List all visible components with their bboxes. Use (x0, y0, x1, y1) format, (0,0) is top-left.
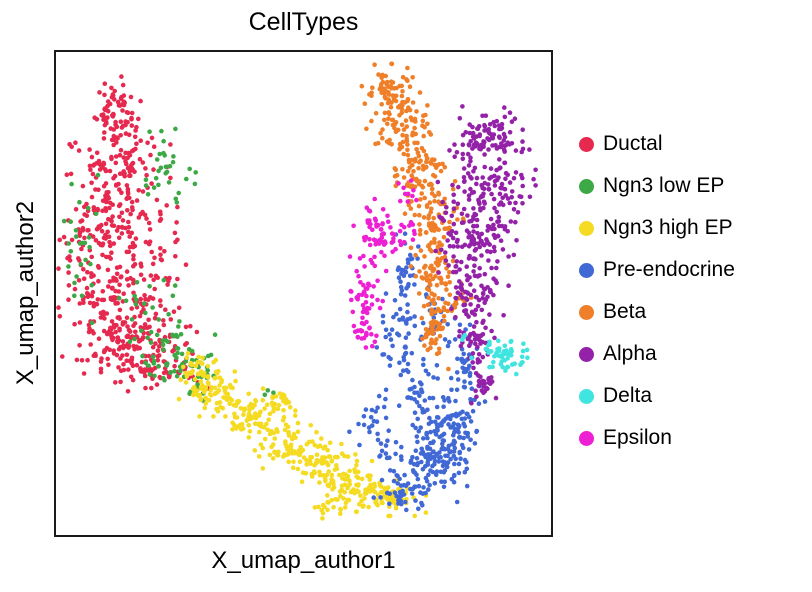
legend-dot (579, 136, 594, 152)
y-axis-label: X_umap_author2 (12, 200, 39, 386)
legend-label: Ductal (603, 132, 663, 155)
legend-label: Ngn3 high EP (603, 216, 733, 239)
x-axis-label: X_umap_author1 (211, 547, 396, 574)
legend-dot (579, 304, 594, 320)
legend-label: Pre-endocrine (603, 258, 735, 281)
plot-frame (54, 50, 553, 537)
legend-label: Beta (603, 300, 647, 323)
legend-dot (579, 346, 594, 362)
legend-dot (579, 178, 594, 194)
legend-item: Beta (579, 291, 735, 333)
legend-label: Ngn3 low EP (603, 174, 725, 197)
legend-label: Delta (603, 384, 653, 407)
legend-label: Epsilon (603, 426, 672, 449)
legend-item: Ngn3 low EP (579, 165, 735, 207)
legend-item: Epsilon (579, 417, 735, 459)
legend-dot (579, 262, 594, 278)
legend-item: Pre-endocrine (579, 249, 735, 291)
legend-label: Alpha (603, 342, 657, 365)
legend: Ductal Ngn3 low EP Ngn3 high EP Pre-endo… (579, 123, 735, 459)
legend-dot (579, 220, 594, 236)
legend-dot (579, 388, 594, 404)
legend-item: Ductal (579, 123, 735, 165)
legend-item: Ngn3 high EP (579, 207, 735, 249)
chart-title: CellTypes (248, 8, 359, 36)
legend-item: Delta (579, 375, 735, 417)
legend-item: Alpha (579, 333, 735, 375)
legend-dot (579, 430, 594, 446)
